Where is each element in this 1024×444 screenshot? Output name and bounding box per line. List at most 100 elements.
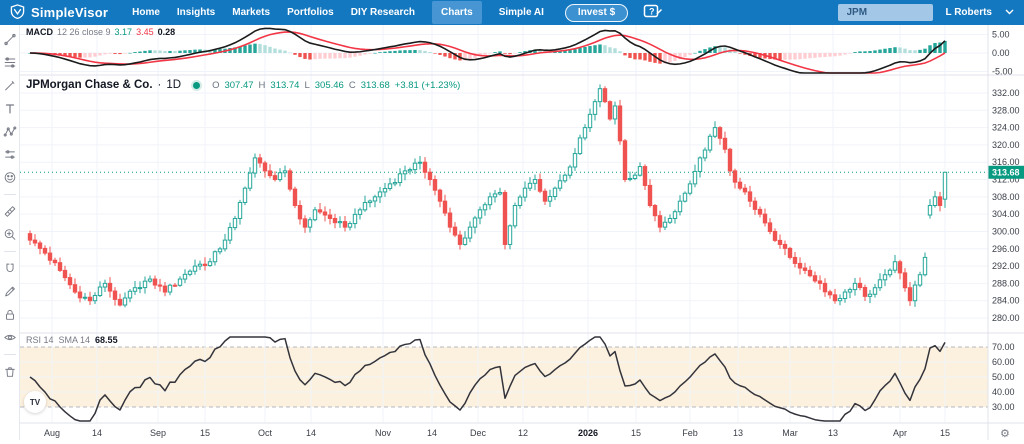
lock-icon[interactable] <box>3 307 17 322</box>
user-menu[interactable]: L Roberts <box>946 7 1015 18</box>
svg-text:296.00: 296.00 <box>992 244 1020 254</box>
svg-text:14: 14 <box>427 428 437 438</box>
top-navigation-bar: SimpleVisor Home Insights Markets Portfo… <box>0 0 1024 25</box>
svg-text:13: 13 <box>828 428 838 438</box>
ohlc-letter: H <box>259 80 266 91</box>
pattern-icon[interactable] <box>3 124 17 139</box>
svg-text:Sep: Sep <box>150 428 166 438</box>
svg-text:Mar: Mar <box>782 428 798 438</box>
market-status-dot[interactable] <box>191 80 202 91</box>
svg-text:Aug: Aug <box>44 428 60 438</box>
nav-item-home[interactable]: Home <box>132 7 160 18</box>
macd-signal-line <box>30 32 945 73</box>
svg-text:316.00: 316.00 <box>992 157 1020 167</box>
ohlc-letter: L <box>304 80 309 91</box>
rsi-value: 68.55 <box>95 335 118 345</box>
ohlc-value: 305.46 <box>315 80 344 91</box>
emoji-icon[interactable] <box>3 170 17 185</box>
brand-name: SimpleVisor <box>31 5 108 20</box>
svg-text:300.00: 300.00 <box>992 226 1020 236</box>
interval-separator: · <box>158 79 162 91</box>
svg-text:308.00: 308.00 <box>992 192 1020 202</box>
simplevisor-brand[interactable]: SimpleVisor <box>10 4 108 22</box>
nav-item-diy-research[interactable]: DIY Research <box>351 7 415 18</box>
rsi-title: RSI 14 <box>26 335 54 345</box>
svg-text:?: ? <box>649 7 655 17</box>
nav-item-simple-ai[interactable]: Simple AI <box>499 7 544 18</box>
svg-text:14: 14 <box>92 428 102 438</box>
fib-retracement-icon[interactable] <box>3 55 17 70</box>
svg-text:70.00: 70.00 <box>992 342 1015 352</box>
svg-text:0.00: 0.00 <box>992 48 1010 58</box>
svg-text:13: 13 <box>733 428 743 438</box>
toolbar-divider <box>4 194 16 195</box>
svg-text:2026: 2026 <box>578 428 598 438</box>
magnet-icon[interactable] <box>3 261 17 276</box>
tradingview-logo[interactable]: TV <box>24 391 46 413</box>
rsi-legend[interactable]: RSI 14 SMA 14 68.55 <box>26 335 118 345</box>
svg-text:30.00: 30.00 <box>992 402 1015 412</box>
ohlc-value: 307.47 <box>224 80 253 91</box>
svg-text:Dec: Dec <box>470 428 487 438</box>
rsi-sma-label: SMA 14 <box>59 335 91 345</box>
svg-text:15: 15 <box>940 428 950 438</box>
svg-text:320.00: 320.00 <box>992 140 1020 150</box>
svg-text:288.00: 288.00 <box>992 278 1020 288</box>
drawing-mode-icon[interactable] <box>3 284 17 299</box>
nav-menu: Home Insights Markets Portfolios DIY Res… <box>132 0 628 25</box>
brush-icon[interactable] <box>3 78 17 93</box>
svg-text:Feb: Feb <box>682 428 698 438</box>
svg-text:14: 14 <box>306 428 316 438</box>
ohlc-value: 313.74 <box>270 80 299 91</box>
text-icon[interactable] <box>3 101 17 116</box>
simplevisor-logo-icon <box>10 4 25 22</box>
svg-text:304.00: 304.00 <box>992 209 1020 219</box>
nav-item-charts[interactable]: Charts <box>432 1 482 24</box>
svg-text:292.00: 292.00 <box>992 261 1020 271</box>
svg-text:Apr: Apr <box>893 428 907 438</box>
svg-text:15: 15 <box>631 428 641 438</box>
ruler-icon[interactable] <box>3 204 17 219</box>
svg-text:Oct: Oct <box>258 428 273 438</box>
svg-text:313.68: 313.68 <box>992 167 1020 177</box>
macd-hist-value: 0.28 <box>158 27 176 37</box>
axis-settings-gear-icon[interactable]: ⚙ <box>1000 428 1010 440</box>
macd-title: MACD <box>26 27 53 37</box>
svg-text:280.00: 280.00 <box>992 313 1020 323</box>
svg-text:15: 15 <box>200 428 210 438</box>
ohlc-letter: C <box>349 80 356 91</box>
svg-text:40.00: 40.00 <box>992 387 1015 397</box>
position-icon[interactable] <box>3 147 17 162</box>
svg-text:284.00: 284.00 <box>992 296 1020 306</box>
hide-icon[interactable] <box>3 330 17 345</box>
change-value: +3.81 (+1.23%) <box>395 80 461 91</box>
invest-button[interactable]: Invest $ <box>565 4 628 22</box>
svg-text:324.00: 324.00 <box>992 123 1020 133</box>
svg-text:50.00: 50.00 <box>992 372 1015 382</box>
svg-text:60.00: 60.00 <box>992 357 1015 367</box>
trend-line-icon[interactable] <box>3 32 17 47</box>
zoom-in-icon[interactable] <box>3 227 17 242</box>
symbol-search-input[interactable] <box>838 4 933 21</box>
svg-text:-5.00: -5.00 <box>992 67 1013 77</box>
toolbar-divider <box>4 251 16 252</box>
macd-legend[interactable]: MACD 12 26 close 9 3.17 3.45 0.28 <box>26 27 175 37</box>
macd-line-value: 3.45 <box>136 27 154 37</box>
macd-signal-value: 3.17 <box>115 27 133 37</box>
drawing-toolbar <box>0 25 20 440</box>
nav-item-markets[interactable]: Markets <box>232 7 270 18</box>
nav-item-portfolios[interactable]: Portfolios <box>287 7 334 18</box>
svg-text:Nov: Nov <box>375 428 392 438</box>
svg-text:332.00: 332.00 <box>992 88 1020 98</box>
nav-item-insights[interactable]: Insights <box>177 7 215 18</box>
chevron-down-icon <box>1005 7 1014 18</box>
svg-text:12: 12 <box>518 428 528 438</box>
interval-label: 1D <box>166 79 181 91</box>
macd-params: 12 26 close 9 <box>57 27 111 37</box>
toolbar-divider <box>4 354 16 355</box>
help-feedback-icon[interactable]: ? <box>643 3 663 25</box>
remove-icon[interactable] <box>3 364 17 379</box>
svg-text:5.00: 5.00 <box>992 30 1010 40</box>
